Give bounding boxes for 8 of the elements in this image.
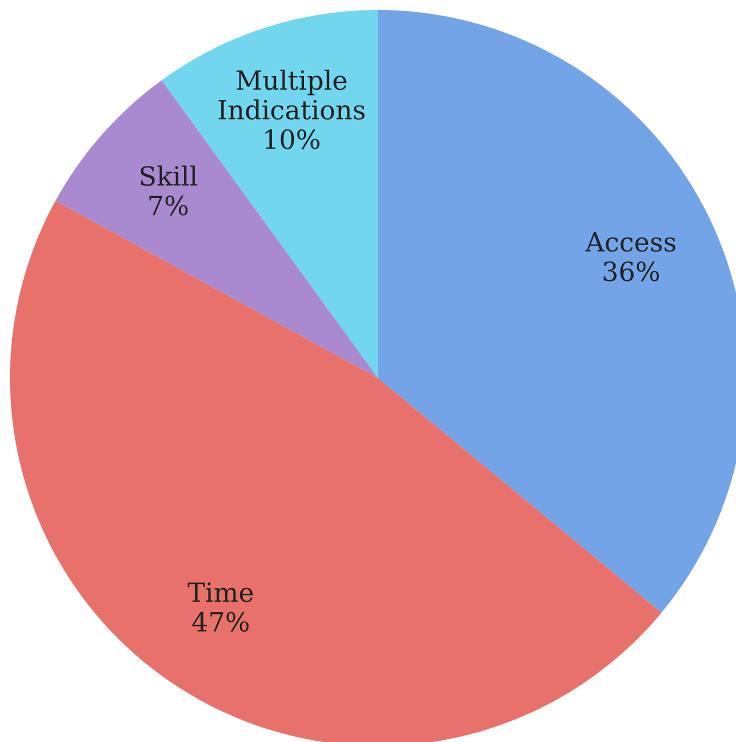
data-label: 36%: [604, 261, 659, 282]
slice-label: Multiple Indications: [218, 70, 365, 120]
data-label: 10%: [265, 129, 320, 150]
slice-label: Time: [188, 582, 253, 602]
data-label: 47%: [192, 612, 249, 632]
slice-label: Access: [585, 232, 676, 252]
slice-label: Skill: [140, 166, 198, 186]
data-label: 7%: [149, 196, 188, 216]
